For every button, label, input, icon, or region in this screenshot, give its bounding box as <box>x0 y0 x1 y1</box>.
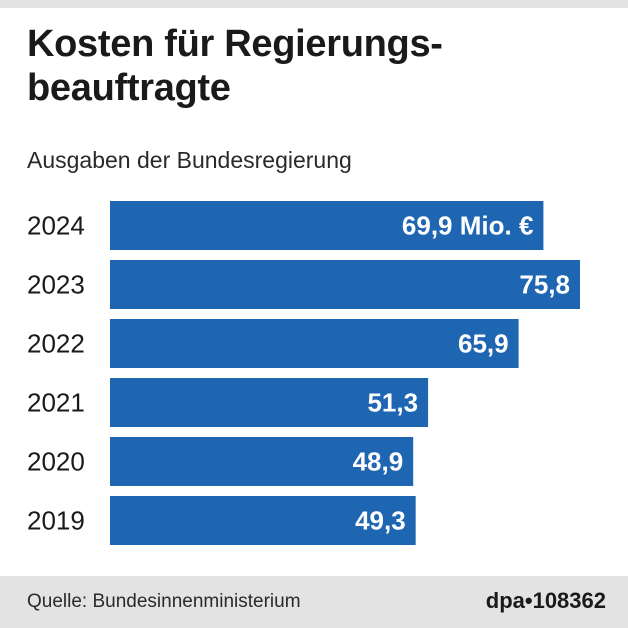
year-label-2019: 2019 <box>27 506 85 536</box>
value-label-2021: 51,3 <box>367 388 418 418</box>
year-label-2021: 2021 <box>27 388 85 418</box>
bar-2023 <box>110 260 580 309</box>
value-label-2023: 75,8 <box>519 270 570 300</box>
bar-chart: 2024 69,9 Mio. € 2023 75,8 2022 65,9 2021 51,3 2… <box>27 201 580 545</box>
bar-2022 <box>110 319 519 368</box>
chart-title: Kosten für Regierungs-beauftragte <box>27 23 443 109</box>
value-label-2019: 49,3 <box>355 506 406 536</box>
value-label-2020: 48,9 <box>353 447 404 477</box>
bar-2024 <box>110 201 544 250</box>
year-label-2023: 2023 <box>27 270 85 300</box>
year-label-2020: 2020 <box>27 447 85 477</box>
footer-band: Quelle: Bundesinnenministerium dpa•10836… <box>0 576 628 628</box>
bar-2019 <box>110 496 416 545</box>
year-label-2022: 2022 <box>27 329 85 359</box>
top-band <box>0 0 628 8</box>
value-label-2024: 69,9 Mio. € <box>402 211 534 241</box>
agency-credit: dpa•108362 <box>485 588 606 613</box>
bar-2021 <box>110 378 429 427</box>
source-note: Quelle: Bundesinnenministerium <box>27 591 301 612</box>
chart-subtitle: Ausgaben der Bundesregierung <box>27 147 352 173</box>
bar-2020 <box>110 437 414 486</box>
year-label-2024: 2024 <box>27 211 85 241</box>
value-label-2022: 65,9 <box>458 329 509 359</box>
